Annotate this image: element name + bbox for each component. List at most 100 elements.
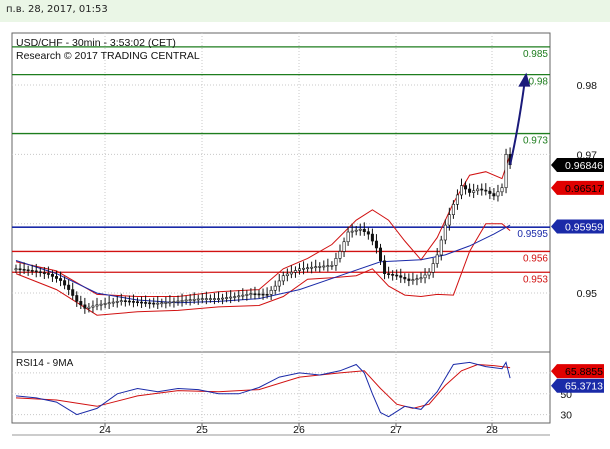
candle-body (26, 269, 30, 272)
candle-body (419, 277, 423, 280)
price-marker-label: 0.96846 (565, 160, 603, 172)
level-label: 0.956 (523, 253, 548, 264)
price-marker: 0.96517 (551, 180, 604, 195)
candle-body (87, 306, 91, 309)
candle-body (443, 224, 447, 241)
candle-body (204, 298, 208, 300)
candle-body (34, 270, 38, 273)
y-tick-label: 0.98 (577, 80, 598, 92)
candle-body (407, 278, 411, 281)
candle-body (350, 230, 354, 233)
forecast-arrowhead (518, 72, 531, 87)
candle-body (391, 274, 395, 276)
level-label: 0.9595 (517, 229, 548, 240)
candle-body (277, 280, 281, 287)
candle-body (237, 295, 241, 298)
candle-body (370, 233, 374, 242)
chart-title: USD/CHF - 30min - 3:53:02 (CET) (16, 37, 176, 49)
rsi-ma-line (15, 363, 511, 409)
candle-body (115, 301, 119, 303)
level-label: 0.985 (523, 49, 548, 60)
candle-body (411, 279, 415, 281)
candle-body (399, 275, 403, 278)
candle-body (297, 268, 301, 271)
candle-body (447, 214, 451, 226)
bollinger-upper-line (15, 154, 511, 297)
candle-body (221, 297, 225, 300)
candle-body (427, 271, 431, 276)
candle-body (50, 274, 54, 277)
candle-body (455, 194, 459, 205)
rsi-tick-label: 30 (560, 410, 572, 422)
candle-body (176, 300, 180, 303)
price-marker-label: 0.95959 (565, 222, 603, 234)
candle-body (140, 301, 144, 304)
candle-body (38, 271, 42, 274)
candle-body (225, 297, 229, 299)
candle-body (188, 299, 192, 301)
candle-body (42, 272, 46, 274)
candle-body (54, 276, 58, 279)
candle-body (403, 277, 407, 280)
candle-body (387, 273, 391, 275)
candle-body (184, 299, 188, 302)
candle-body (415, 278, 419, 281)
candle-body (318, 266, 322, 268)
x-tick-label: 27 (390, 424, 402, 436)
candle-body (289, 271, 293, 275)
bollinger-lower-line (15, 223, 511, 316)
candle-body (358, 228, 362, 231)
candle-body (30, 270, 34, 272)
candle-body (322, 265, 326, 268)
candle-body (200, 298, 204, 300)
candle-body (342, 241, 346, 252)
candle-body (476, 188, 480, 192)
rsi-marker-label: 65.8855 (565, 366, 603, 378)
candle-body (18, 268, 22, 271)
candle-body (103, 303, 107, 305)
candle-body (480, 188, 484, 191)
candle-body (464, 185, 468, 190)
candle-body (273, 285, 277, 291)
candle-body (468, 188, 472, 193)
candle-body (111, 301, 115, 304)
candle-body (192, 298, 196, 301)
rsi-title: RSI14 - 9MA (16, 358, 74, 369)
candle-body (431, 263, 435, 273)
candle-body (281, 275, 285, 282)
candle-body (374, 240, 378, 249)
candle-body (217, 298, 221, 300)
level-label: 0.953 (523, 274, 548, 285)
candle-body (395, 274, 399, 277)
rsi-marker-bg (551, 378, 604, 393)
candle-body (488, 190, 492, 194)
candle-body (338, 251, 342, 259)
candle-body (75, 295, 79, 302)
candle-body (59, 278, 63, 281)
candle-body (383, 260, 387, 274)
candle-body (245, 294, 249, 296)
price-marker-bg (551, 219, 604, 234)
candle-body (334, 258, 338, 266)
rsi-marker: 65.3713 (551, 378, 604, 393)
timestamp: п.в. 28, 2017, 01:53 (6, 4, 108, 15)
candle-body (144, 302, 148, 304)
candle-body (196, 298, 200, 301)
candle-body (91, 305, 95, 308)
level-label: 0.98 (529, 77, 549, 88)
candle-body (496, 191, 500, 197)
candle-body (261, 293, 265, 296)
candle-body (107, 302, 111, 305)
candle-body (439, 239, 443, 256)
rsi-tick-label: 50 (560, 389, 572, 401)
x-tick-label: 26 (293, 424, 305, 436)
candle-body (127, 300, 131, 303)
candle-body (366, 231, 370, 235)
candle-body (326, 265, 330, 267)
candle-body (346, 231, 350, 243)
candle-body (285, 273, 289, 277)
candle-body (83, 304, 87, 309)
candle-body (67, 284, 71, 290)
rsi-line (15, 361, 511, 418)
candle-body (160, 302, 164, 305)
